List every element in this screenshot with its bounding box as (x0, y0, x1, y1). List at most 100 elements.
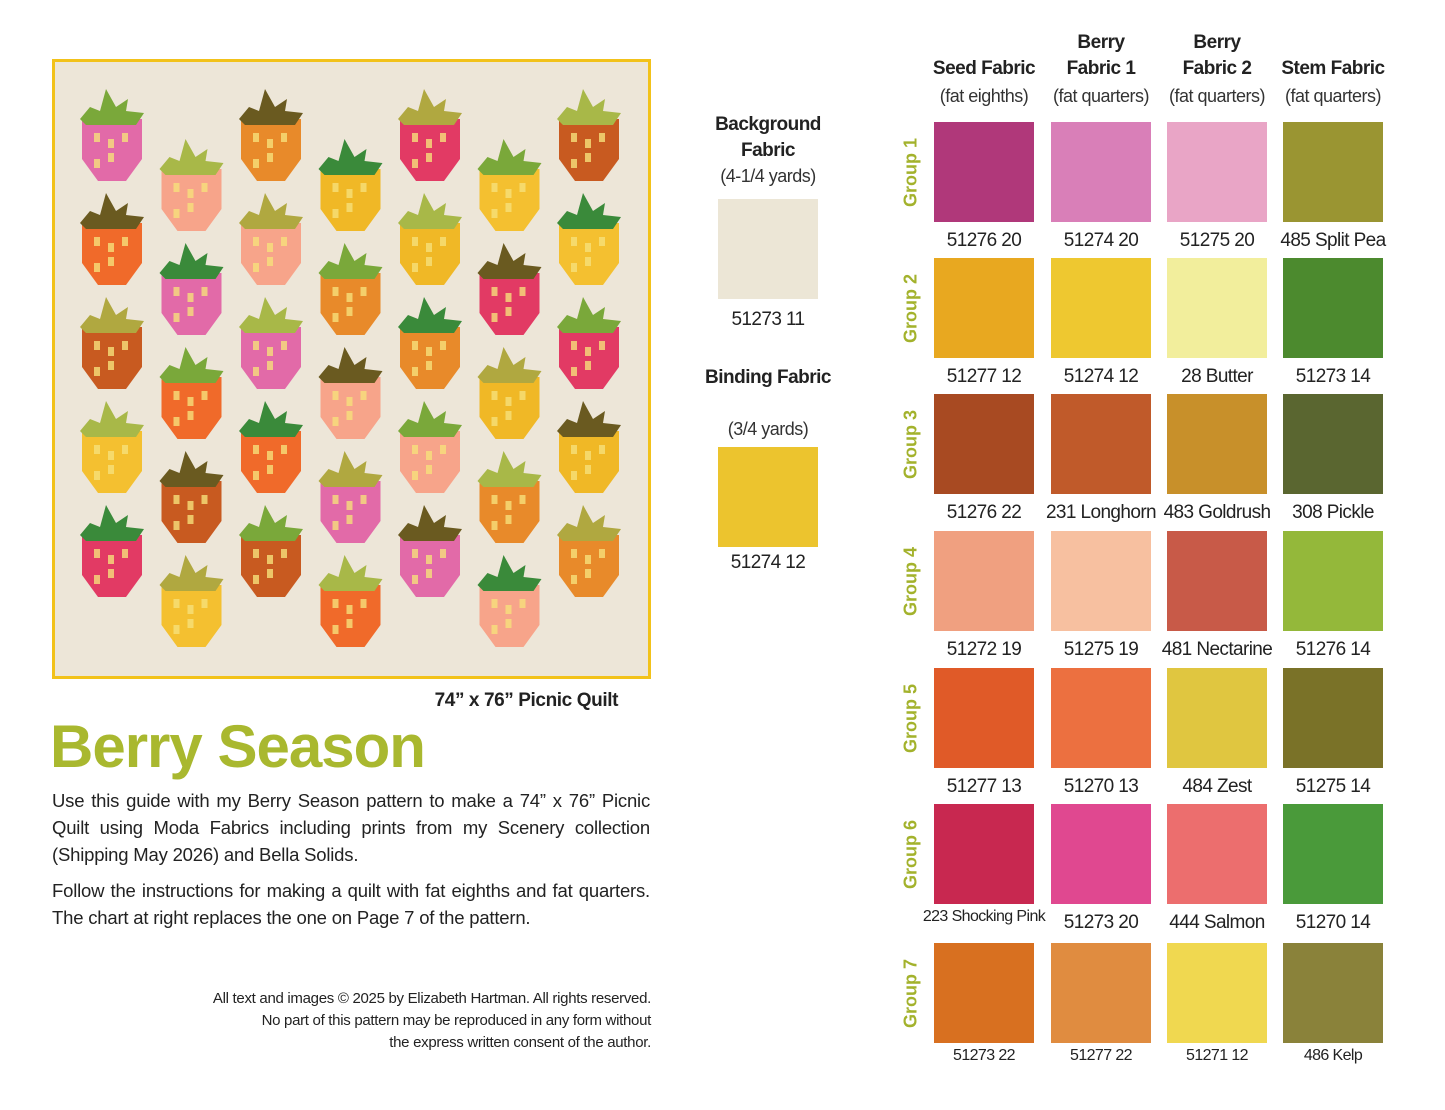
berry-seed (571, 159, 577, 168)
berry-seed (426, 465, 432, 474)
berry-seed (108, 139, 114, 148)
berry-seed (122, 237, 128, 246)
berry-seed (426, 347, 432, 356)
berry-leaves (477, 139, 542, 175)
berry-seed (267, 465, 273, 474)
fabric-label: 51275 14 (1295, 776, 1371, 797)
background-amount: (4-1/4 yards) (720, 166, 816, 186)
swatch (1167, 531, 1267, 631)
berry-seed (346, 501, 353, 510)
berry-seed (187, 515, 194, 524)
berry-seed (360, 599, 367, 608)
berry-seed (571, 445, 577, 454)
berry-seed (173, 313, 180, 322)
berry-seed (332, 625, 339, 634)
berry-seed (253, 237, 259, 246)
swatch (1167, 668, 1267, 768)
berry-seed (571, 263, 577, 272)
berry-seed (505, 619, 512, 628)
berry-seed (491, 599, 498, 608)
berry-seed (94, 367, 100, 376)
swatch (1167, 394, 1267, 494)
berry-seed (491, 209, 498, 218)
fabric-label: 485 Split Pea (1280, 230, 1386, 251)
berry-seed (94, 445, 100, 454)
berry-seed (122, 133, 128, 142)
berry-seed (187, 619, 194, 628)
swatch (1283, 943, 1383, 1043)
fabric-label: 51277 13 (946, 776, 1022, 797)
binding-fabric: 51274 12 (730, 552, 806, 573)
berry-seed (332, 183, 339, 192)
berry-seed (94, 575, 100, 584)
berry-seed (346, 397, 353, 406)
berry-seed (505, 189, 512, 198)
berry-seed (201, 599, 208, 608)
berry-seed (108, 347, 114, 356)
berry-seed (253, 159, 259, 168)
berry-seed (173, 625, 180, 634)
binding-amount: (3/4 yards) (727, 419, 809, 439)
berry-seed (332, 287, 339, 296)
berry-seed (108, 361, 114, 370)
berry-seed (346, 619, 353, 628)
berry-seed (360, 183, 367, 192)
berry-seed (267, 257, 273, 266)
berry-leaves (557, 505, 621, 541)
berry-seed (412, 133, 418, 142)
berry-leaves (318, 347, 383, 383)
berry-seed (346, 411, 353, 420)
berry-seed (412, 575, 418, 584)
intro: Use this guide with my Berry Season patt… (52, 787, 650, 940)
berry-seed (108, 257, 114, 266)
berry-seed (187, 293, 194, 302)
berry-seed (571, 133, 577, 142)
berry-seed (519, 599, 526, 608)
berry-seed (253, 133, 259, 142)
berry-seed (346, 189, 353, 198)
berry-seed (94, 237, 100, 246)
berry-seed (412, 159, 418, 168)
berry-seed (571, 341, 577, 350)
berry-seed (187, 307, 194, 316)
berry-seed (281, 237, 287, 246)
berry-seed (346, 605, 353, 614)
berry-leaves (239, 89, 303, 125)
fabric-label: 231 Longhorn (1045, 502, 1157, 523)
column-name: Seed Fabric (932, 58, 1036, 79)
berry-seed (599, 341, 605, 350)
background-name: Background Fabric (715, 114, 821, 161)
fabric-label: 444 Salmon (1169, 912, 1265, 933)
swatch (1283, 531, 1383, 631)
group-label: Group 5 (900, 684, 921, 754)
berry-seed (94, 263, 100, 272)
berry-seed (491, 417, 498, 426)
berry-seed (332, 313, 339, 322)
berry-seed (519, 391, 526, 400)
berry-seed (360, 391, 367, 400)
berry-seed (571, 549, 577, 558)
berry-seed (346, 203, 353, 212)
berry-seed (505, 501, 512, 510)
swatch (1167, 943, 1267, 1043)
berry-seed (585, 139, 591, 148)
swatch (934, 258, 1034, 358)
berry-seed (281, 341, 287, 350)
berry-leaves (159, 451, 224, 487)
berry-seed (253, 575, 259, 584)
berry-seed (440, 133, 446, 142)
berry-seed (173, 209, 180, 218)
berry-seed (173, 183, 180, 192)
berry-seed (332, 495, 339, 504)
swatch (1167, 122, 1267, 222)
berry-seed (187, 501, 194, 510)
fabric-label: 481 Nectarine (1161, 639, 1273, 660)
fabric-label: 51270 13 (1063, 776, 1139, 797)
swatch (1167, 804, 1267, 904)
berry-seed (585, 347, 591, 356)
berry-leaves (398, 505, 462, 541)
berry-leaves (239, 401, 303, 437)
berry-seed (412, 549, 418, 558)
berry-seed (346, 307, 353, 316)
